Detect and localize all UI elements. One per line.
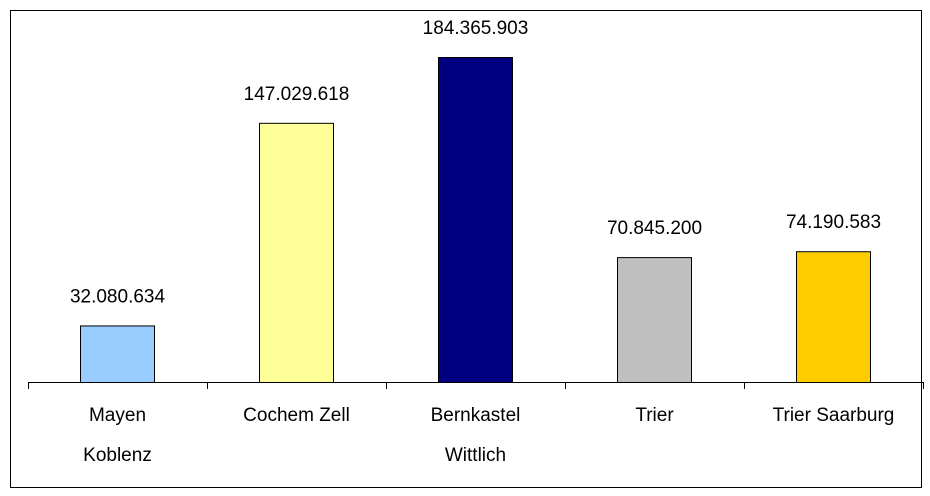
x-tick-label: Bernkastel Wittlich bbox=[430, 405, 521, 466]
x-tick-label: Trier Saarburg bbox=[772, 405, 895, 426]
data-label: 74.190.583 bbox=[786, 212, 881, 233]
bar bbox=[617, 257, 692, 383]
bar bbox=[80, 325, 155, 384]
data-label: 184.365.903 bbox=[423, 18, 529, 39]
bar bbox=[259, 122, 334, 384]
x-tick-label: Trier bbox=[635, 405, 674, 426]
bar bbox=[438, 57, 513, 383]
bar bbox=[796, 251, 871, 383]
data-label: 70.845.200 bbox=[607, 218, 702, 239]
data-label: 147.029.618 bbox=[244, 84, 350, 105]
x-tick-label: Mayen Koblenz bbox=[83, 405, 152, 466]
x-tick-label: Cochem Zell bbox=[243, 405, 350, 426]
data-label: 32.080.634 bbox=[70, 286, 166, 307]
